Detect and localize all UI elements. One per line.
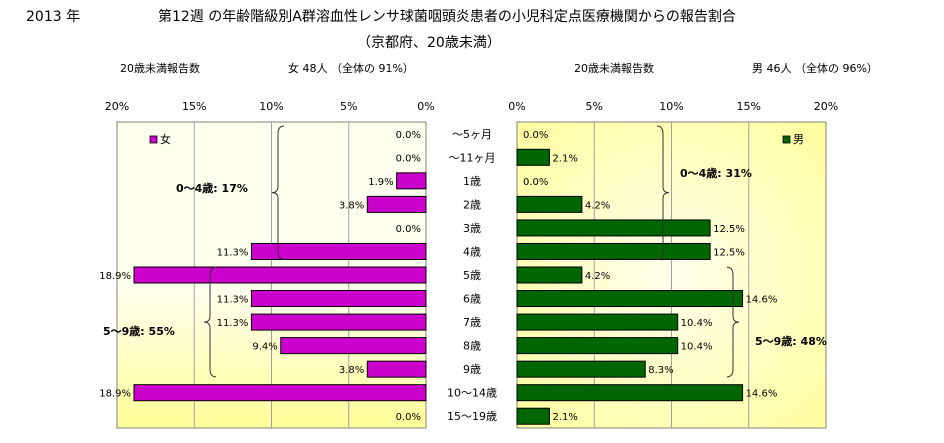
male-tick-label: 20%	[814, 100, 838, 113]
age-category-label: 10～14歳	[447, 387, 497, 400]
male-value-label: 2.1%	[552, 153, 577, 164]
male-bar	[516, 313, 679, 331]
female-value-label: 11.3%	[217, 295, 249, 306]
male-bar	[516, 337, 679, 355]
age-category-label: 4歳	[463, 245, 481, 258]
male-brace-label-0-4: 0～4歳: 31%	[680, 166, 752, 180]
female-value-label: 0.0%	[396, 224, 421, 235]
age-category-label: 9歳	[463, 363, 481, 376]
male-bar	[516, 290, 744, 308]
male-brace-0-4	[656, 125, 670, 260]
male-legend-label: 男	[793, 133, 804, 146]
female-bar	[250, 242, 427, 260]
female-value-label: 18.9%	[99, 271, 131, 282]
female-tick-label: 15%	[182, 100, 206, 113]
year-label: 2013 年	[26, 9, 81, 25]
female-bar	[366, 195, 427, 213]
female-bar	[250, 313, 427, 331]
chart-title: 第12週 の年齢階級別A群溶血性レンサ球菌咽頭炎患者の小児科定点医療機関からの報…	[158, 9, 736, 25]
female-count-label: 20歳未満報告数	[120, 62, 200, 75]
male-count-value: 男 46人 （全体の 96%）	[752, 62, 878, 75]
age-category-label: 7歳	[463, 316, 481, 329]
female-count-value: 女 48人 （全体の 91%）	[288, 62, 414, 75]
male-value-label: 4.2%	[585, 200, 610, 211]
male-legend-swatch	[782, 135, 791, 144]
female-bar	[250, 290, 427, 308]
age-category-label: 15～19歳	[447, 410, 497, 423]
male-bar	[516, 148, 550, 166]
female-bar	[366, 360, 427, 378]
female-value-label: 1.9%	[368, 177, 393, 188]
male-value-label: 12.5%	[713, 247, 745, 258]
age-category-label: 5歳	[463, 269, 481, 282]
female-legend-swatch	[149, 135, 158, 144]
male-value-label: 10.4%	[681, 318, 713, 329]
male-value-label: 12.5%	[713, 224, 745, 235]
male-value-label: 4.2%	[585, 271, 610, 282]
female-value-label: 0.0%	[396, 412, 421, 423]
age-category-label: 8歳	[463, 340, 481, 353]
male-value-label: 2.1%	[552, 412, 577, 423]
male-bar	[516, 266, 583, 284]
female-bar	[133, 266, 427, 284]
male-tick-label: 10%	[659, 100, 683, 113]
chart-subtitle: （京都府、20歳未満）	[357, 35, 501, 51]
female-brace-label-0-4: 0～4歳: 17%	[176, 181, 248, 195]
male-count-label: 20歳未満報告数	[574, 62, 654, 75]
female-brace-label-5-9: 5～9歳: 55%	[103, 324, 175, 338]
female-bar	[280, 337, 427, 355]
female-tick-label: 20%	[105, 100, 129, 113]
age-category-label: ～11ヶ月	[449, 151, 496, 164]
male-value-label: 14.6%	[746, 295, 778, 306]
female-bar	[133, 384, 427, 402]
female-tick-label: 0%	[417, 100, 434, 113]
age-category-label: 6歳	[463, 293, 481, 306]
female-value-label: 3.8%	[339, 200, 364, 211]
female-tick-label: 10%	[259, 100, 283, 113]
female-bar	[396, 172, 427, 190]
female-brace-0-4	[271, 125, 285, 260]
male-tick-label: 5%	[586, 100, 603, 113]
male-brace-5-9	[726, 266, 740, 378]
male-value-label: 0.0%	[523, 130, 548, 141]
female-legend-label: 女	[160, 132, 171, 146]
age-category-label: 1歳	[463, 175, 481, 188]
male-brace-label-5-9: 5～9歳: 48%	[755, 334, 827, 348]
male-value-label: 10.4%	[681, 342, 713, 353]
female-value-label: 0.0%	[396, 153, 421, 164]
male-bar	[516, 384, 744, 402]
male-bar	[516, 219, 711, 237]
male-bar	[516, 242, 711, 260]
age-category-label: ～5ヶ月	[452, 128, 492, 141]
male-bar	[516, 407, 550, 425]
male-value-label: 14.6%	[746, 389, 778, 400]
female-value-label: 18.9%	[99, 389, 131, 400]
male-bar	[516, 195, 583, 213]
male-tick-label: 15%	[737, 100, 761, 113]
female-brace-5-9	[203, 266, 217, 378]
male-tick-label: 0%	[508, 100, 525, 113]
female-value-label: 9.4%	[252, 342, 277, 353]
age-category-label: 3歳	[463, 222, 481, 235]
female-value-label: 3.8%	[339, 365, 364, 376]
age-category-label: 2歳	[463, 198, 481, 211]
female-value-label: 11.3%	[217, 247, 249, 258]
male-bar	[516, 360, 646, 378]
female-value-label: 0.0%	[396, 130, 421, 141]
female-tick-label: 5%	[340, 100, 357, 113]
male-value-label: 8.3%	[648, 365, 673, 376]
female-value-label: 11.3%	[217, 318, 249, 329]
male-value-label: 0.0%	[523, 177, 548, 188]
